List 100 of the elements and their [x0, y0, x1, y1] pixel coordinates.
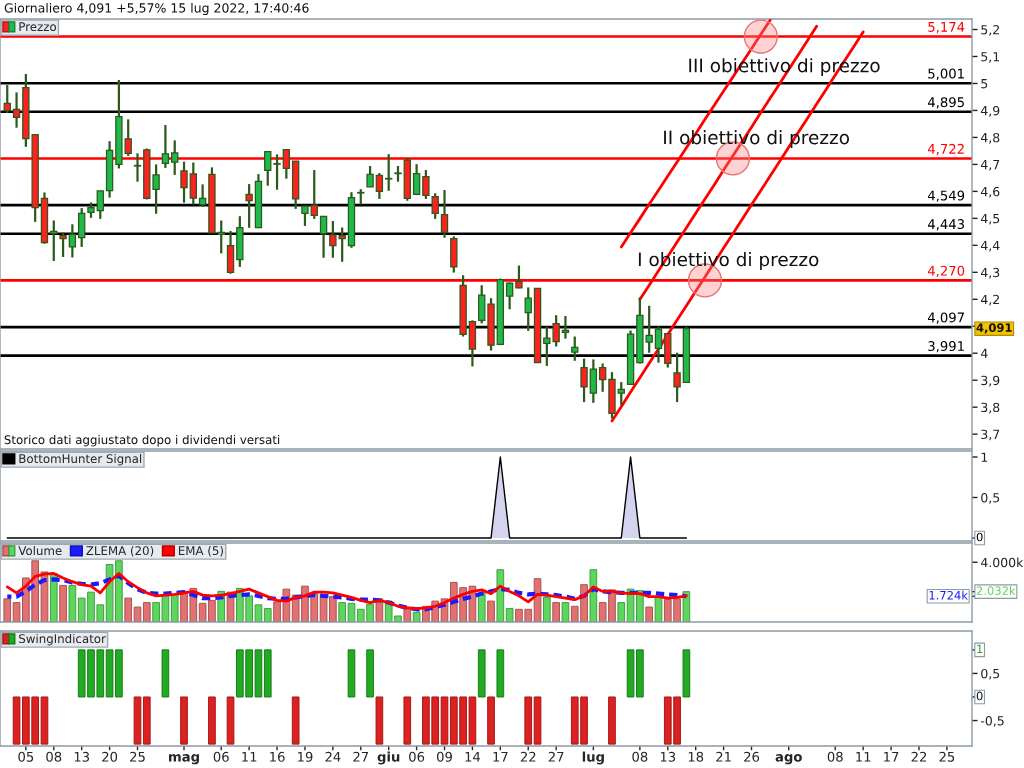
candlestick	[366, 164, 374, 188]
ref-line-label: 4,895	[927, 97, 964, 109]
x-tick-label: 21	[716, 751, 731, 762]
x-tick-label: 16	[270, 751, 285, 762]
x-tick-label: 13	[660, 751, 676, 762]
x-tick-label: 27	[353, 751, 369, 762]
x-tick-label: 13	[74, 751, 90, 762]
x-tick-label: 14	[465, 751, 481, 762]
candlestick	[273, 153, 281, 191]
x-tick-label: 17	[493, 751, 508, 762]
candlestick	[282, 148, 291, 180]
candlestick	[673, 351, 681, 404]
candlestick	[617, 380, 625, 407]
y-tick-label: 4	[980, 348, 988, 358]
legend-label: SwingIndicator	[19, 633, 106, 646]
x-tick-label: 18	[688, 751, 704, 762]
bar	[561, 602, 570, 622]
bar	[552, 602, 560, 622]
y-tick-label: 0,5	[981, 492, 1000, 504]
candlestick	[96, 189, 104, 220]
y-tick-label: 5,1	[981, 52, 1000, 63]
ref-line-label: 4,443	[927, 219, 964, 231]
bar	[543, 596, 551, 622]
bar	[645, 606, 654, 622]
ref-line-label: 4,270	[927, 265, 965, 278]
bar	[533, 578, 542, 622]
bar	[124, 597, 133, 622]
x-tick-label: 08	[632, 751, 648, 762]
y-tick-label: 4.000k	[980, 557, 1024, 568]
y-tick-label: 0,5	[981, 668, 1000, 680]
candlestick	[59, 231, 67, 259]
x-tick-label: 06	[409, 751, 425, 762]
ref-line-label: 3,991	[928, 341, 964, 353]
candlestick	[180, 160, 188, 204]
bar	[505, 608, 514, 622]
bar	[412, 611, 421, 622]
bar	[170, 593, 179, 622]
x-tick-label: lug	[582, 751, 604, 765]
x-tick-label: 24	[325, 751, 341, 762]
legend-label: EMA (5)	[178, 545, 223, 557]
y-tick-label: 4,7	[980, 160, 1000, 171]
candlestick	[598, 362, 607, 393]
bar	[487, 600, 495, 622]
candlestick	[217, 219, 225, 255]
candlestick	[654, 325, 663, 364]
x-tick-label: 17	[884, 751, 899, 762]
legend-label: Prezzo	[19, 22, 57, 32]
y-tick-label: 5,2	[981, 24, 999, 36]
y-tick-label: 3,8	[981, 402, 1000, 414]
bar	[263, 608, 272, 622]
x-tick-label: 26	[744, 751, 760, 762]
candlestick	[422, 168, 430, 201]
legend-label: Volume	[18, 545, 62, 556]
x-tick-label: 08	[827, 751, 843, 762]
candlestick	[133, 152, 142, 183]
bar	[654, 596, 663, 622]
candlestick	[198, 183, 207, 208]
y-tick-label: -0,5	[980, 716, 1004, 727]
bar	[68, 584, 77, 622]
y-tick-label: 4,2	[980, 294, 999, 306]
y-tick-label: 5	[981, 79, 988, 89]
x-tick-label: 05	[18, 751, 34, 762]
x-tick-label: 20	[102, 751, 118, 762]
legend-label: BottomHunter Signal	[19, 453, 142, 466]
candlestick	[310, 168, 318, 220]
candlestick	[515, 264, 523, 290]
bar	[59, 584, 67, 622]
ref-line-label: 5,001	[928, 68, 964, 80]
x-tick-label: 09	[436, 751, 452, 762]
y-tick-label: 4,6	[980, 186, 1000, 198]
candlestick	[161, 123, 170, 170]
bar	[3, 598, 12, 622]
y-tick-label: 4,4	[980, 240, 1000, 252]
candlestick	[12, 91, 21, 129]
x-tick-label: 27	[548, 751, 564, 762]
ref-line-label: 4,549	[927, 190, 965, 202]
y-tick-label: 4,8	[980, 132, 1000, 144]
x-tick-label: 22	[911, 751, 927, 762]
candlestick	[505, 281, 514, 311]
annotation: 1.724k	[929, 590, 968, 600]
annotation: 2.032k	[976, 586, 1016, 595]
candlestick	[524, 286, 532, 332]
ref-line-label: 4,097	[927, 312, 964, 324]
candlestick	[319, 215, 328, 259]
x-tick-label: 19	[298, 751, 313, 762]
point	[743, 19, 778, 54]
y-tick-label: 3,7	[981, 429, 1000, 441]
x-tick-label: giu	[377, 751, 400, 765]
annotation: 4,091	[976, 323, 1012, 334]
bar	[617, 602, 626, 622]
annotation: 0	[976, 532, 983, 542]
x-tick-label: mag	[169, 754, 199, 765]
candlestick	[171, 139, 179, 177]
bar	[496, 569, 505, 622]
x-tick-label: 11	[856, 751, 871, 762]
annotation: Storico dati aggiustato dopo i dividendi versati	[4, 434, 280, 447]
y-tick-label: 4,5	[980, 213, 1000, 225]
y-tick-label: 1	[981, 452, 988, 462]
candlestick	[264, 150, 272, 187]
candlestick	[580, 357, 588, 404]
